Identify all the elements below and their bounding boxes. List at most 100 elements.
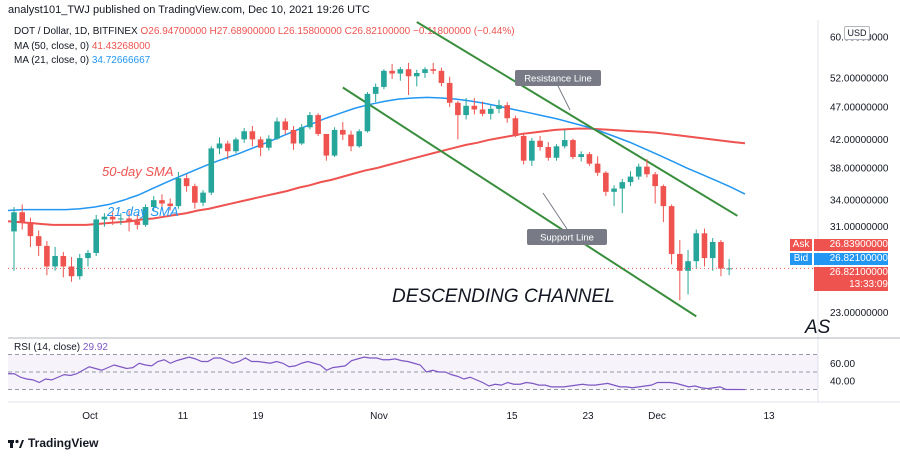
candle-body xyxy=(44,245,50,267)
last-price-tag: 26.82100000 13:33:09 xyxy=(814,267,888,291)
candle-body xyxy=(159,200,165,204)
time-tick: 19 xyxy=(252,411,264,422)
candle-body xyxy=(611,188,617,192)
candle-body xyxy=(101,216,108,220)
candle-body xyxy=(192,186,198,203)
candle-body xyxy=(315,115,321,134)
ma21-line xyxy=(7,96,746,212)
symbol-label[interactable]: DOT / Dollar, 1D, BITFINEX xyxy=(14,26,138,37)
time-tick: 11 xyxy=(178,411,189,422)
chart-legend: DOT / Dollar, 1D, BITFINEX O26.94700000 … xyxy=(14,25,515,69)
candle-body xyxy=(709,241,716,259)
candle-body xyxy=(118,218,124,220)
sma21-annotation: 21-day SMA xyxy=(106,204,179,219)
price-tick: 23.00000000 xyxy=(830,308,889,319)
time-tick: 13 xyxy=(763,411,775,422)
candle-body xyxy=(726,268,732,270)
support-line xyxy=(342,86,697,318)
candle-body xyxy=(561,140,568,147)
candle-body xyxy=(627,176,634,183)
candle-body xyxy=(381,70,387,87)
candle-body xyxy=(76,258,83,277)
tradingview-brand[interactable]: TradingView xyxy=(8,436,98,450)
ma50-value: 41.43268000 xyxy=(91,40,151,52)
candle-body xyxy=(68,266,75,277)
candle-body xyxy=(455,102,461,116)
candle-body xyxy=(52,256,58,267)
candle-body xyxy=(487,108,494,114)
price-tick: 31.00000000 xyxy=(830,222,889,233)
candle-body xyxy=(570,140,576,158)
candle-body xyxy=(27,222,34,237)
tradingview-logo-icon xyxy=(8,439,24,448)
candle-body xyxy=(619,182,626,189)
candle-body xyxy=(298,127,305,144)
ma21-label[interactable]: MA (21, close, 0) xyxy=(14,55,90,66)
candle-body xyxy=(150,200,157,208)
time-tick: Dec xyxy=(648,411,666,422)
candle-body xyxy=(652,174,658,187)
candle-body xyxy=(356,131,363,147)
price-tick: 34.00000000 xyxy=(830,196,889,207)
candle-body xyxy=(134,221,141,225)
time-tick: 15 xyxy=(506,411,518,422)
candle-body xyxy=(183,178,190,187)
resistance-callout-pointer xyxy=(557,85,571,111)
candle-body xyxy=(413,72,420,77)
rsi-value: 29.92 xyxy=(82,342,108,353)
candle-body xyxy=(126,218,132,222)
candle-body xyxy=(537,140,543,147)
candle-body xyxy=(660,186,667,207)
candle-body xyxy=(397,69,404,74)
ask-label: Ask xyxy=(790,239,812,251)
candle-body xyxy=(274,121,280,139)
candle-body xyxy=(208,148,215,193)
rsi-label[interactable]: RSI (14, close) xyxy=(14,342,81,353)
price-tick: 42.00000000 xyxy=(830,135,889,146)
candle-body xyxy=(307,115,313,128)
candle-body xyxy=(496,105,502,109)
last-price-value: 26.82100000 xyxy=(829,267,888,278)
ma50-label[interactable]: MA (50, close, 0) xyxy=(14,40,90,52)
ask-value: 26.83900000 xyxy=(829,239,888,250)
bid-value: 26.82100000 xyxy=(829,253,888,264)
candle-body xyxy=(93,219,99,253)
ma50-row: MA (50, close, 0) 41.43268000 xyxy=(14,40,515,55)
candle-body xyxy=(668,206,675,254)
candle-body xyxy=(372,86,379,94)
time-tick: 23 xyxy=(582,411,594,422)
candle-body xyxy=(479,109,486,114)
candle-body xyxy=(635,166,642,177)
candle-body xyxy=(422,69,428,73)
candle-body xyxy=(323,133,330,156)
symbol-row: DOT / Dollar, 1D, BITFINEX O26.94700000 … xyxy=(14,25,515,40)
rsi-tick: 60.00 xyxy=(830,359,855,370)
candle-body xyxy=(471,105,478,110)
candle-body xyxy=(167,203,173,207)
candle-body xyxy=(290,129,297,144)
brand-label: TradingView xyxy=(28,436,99,450)
candle-body xyxy=(364,93,371,132)
candle-body xyxy=(35,236,42,246)
rsi-line xyxy=(8,356,746,391)
candle-body xyxy=(224,143,231,152)
resistance-callout-label: Resistance Line xyxy=(524,74,592,85)
rsi-tick: 40.00 xyxy=(830,376,855,387)
candle-body xyxy=(241,131,247,140)
candle-body xyxy=(512,118,519,136)
currency-button[interactable]: USD xyxy=(844,26,870,40)
candle-body xyxy=(142,207,149,225)
candle-body xyxy=(216,143,223,149)
candle-body xyxy=(257,139,264,148)
candle-body xyxy=(438,70,445,83)
candle-body xyxy=(553,146,560,158)
candle-body xyxy=(60,256,67,267)
candle-body xyxy=(109,216,116,220)
rsi-legend: RSI (14, close) 29.92 xyxy=(14,342,108,353)
candle-body xyxy=(348,134,354,147)
candle-body xyxy=(19,212,26,223)
channel-annotation: DESCENDING CHANNEL xyxy=(392,286,615,307)
candle-body xyxy=(340,129,346,135)
candle-body xyxy=(11,212,17,232)
